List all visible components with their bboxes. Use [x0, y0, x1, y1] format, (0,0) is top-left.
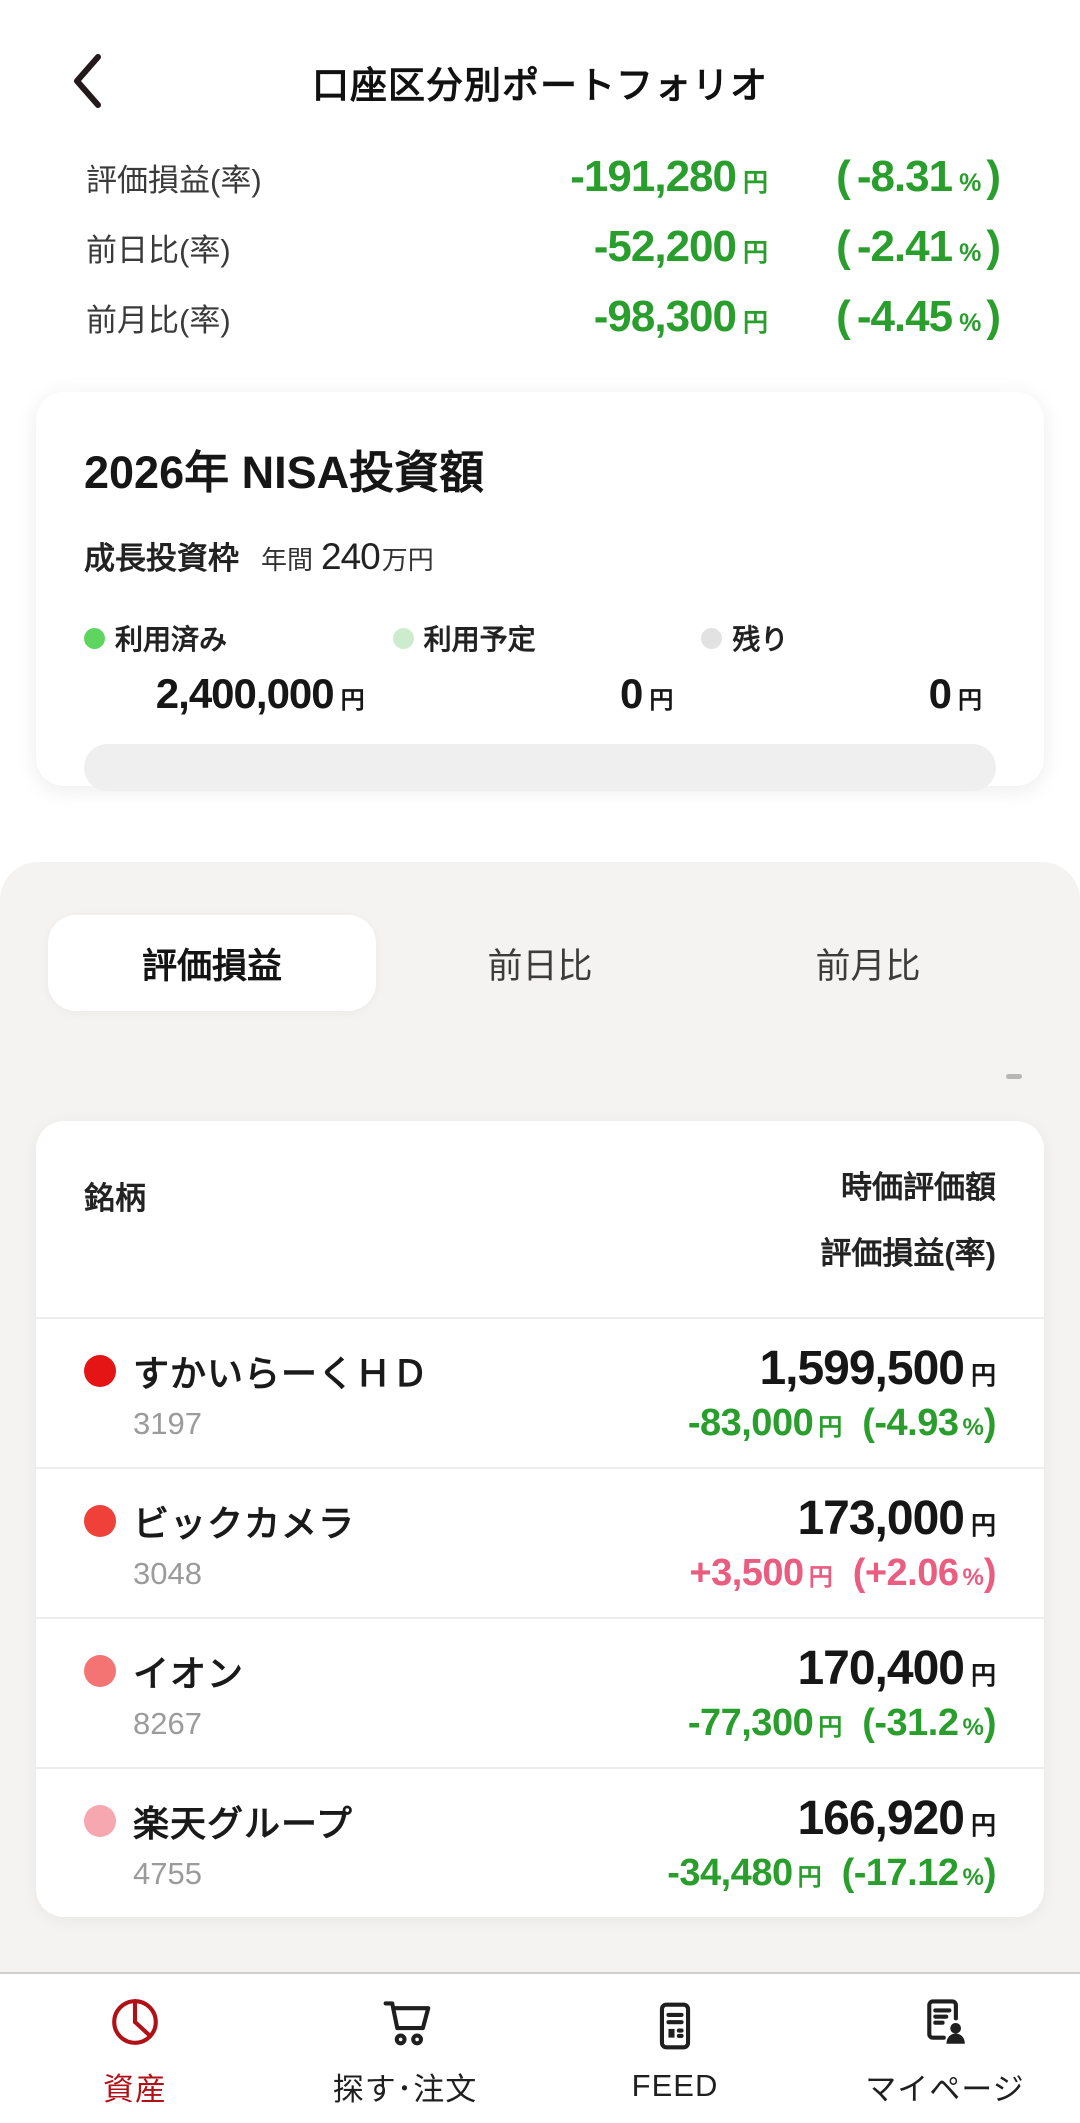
pl-value: -34,480 円 (-17.12%): [667, 1852, 996, 1894]
weight-dot-icon: [84, 1804, 116, 1837]
holdings-table: 銘柄 時価評価額 評価損益(率) すかいらーくＨＤ 3197 1,599,500…: [36, 1121, 1044, 1917]
table-header: 銘柄 時価評価額 評価損益(率): [36, 1121, 1044, 1317]
pl-value: +3,500 円 (+2.06%): [689, 1552, 996, 1594]
page-title: 口座区分別ポートフォリオ: [312, 65, 768, 106]
usage-progress-fill: [84, 744, 996, 791]
stock-code: 3048: [133, 1555, 202, 1591]
stock-name: ビックカメラ: [133, 1502, 356, 1544]
header: 口座区分別ポートフォリオ: [0, 44, 1080, 120]
stock-name: すかいらーくＨＤ: [133, 1352, 430, 1394]
stock-name: イオン: [133, 1652, 245, 1694]
summary-amount: -98,300 円: [593, 292, 768, 341]
column-stock: 銘柄: [84, 1181, 146, 1216]
back-button[interactable]: [62, 50, 114, 114]
divider: [36, 1617, 1044, 1619]
used-dot-icon: [84, 627, 105, 649]
table-row[interactable]: イオン 8267 170,400 円 -77,300 円 (-31.2%): [36, 1619, 1044, 1767]
nav-label: マイページ: [865, 2071, 1025, 2107]
weight-dot-icon: [84, 1354, 116, 1387]
nav-label: 資産: [103, 2071, 167, 2107]
scrollbar-indicator: [1006, 1074, 1022, 1079]
chevron-left-icon: [68, 52, 108, 113]
legend-col-used: 利用済み 2,400,000 円: [84, 618, 379, 718]
summary-label: 評価損益(率): [86, 162, 262, 198]
metric-tabs: 評価損益 前日比 前月比: [48, 915, 1032, 1011]
market-value: 1,599,500 円: [759, 1342, 996, 1395]
nisa-card-title: 2026年 NISA投資額: [84, 447, 485, 498]
stock-code: 4755: [133, 1855, 202, 1891]
cart-icon: [376, 1993, 434, 2056]
summary-amount: -52,200 円: [593, 222, 768, 271]
tab-month-change[interactable]: 前月比: [815, 946, 921, 986]
nav-label: FEED: [631, 2068, 719, 2103]
stock-name: 楽天グループ: [133, 1802, 353, 1844]
table-row[interactable]: ビックカメラ 3048 173,000 円 +3,500 円 (+2.06%): [36, 1469, 1044, 1617]
nisa-frame-row: 成長投資枠 年間 240 万円: [84, 533, 996, 578]
nav-label: 探す･注文: [332, 2071, 478, 2107]
stock-code: 3197: [133, 1405, 202, 1441]
summary-row: 前日比(率) -52,200 円 (-2.41%): [86, 212, 1001, 282]
used-amount: 2,400,000 円: [155, 670, 365, 717]
nav-item-feed[interactable]: FEED: [540, 1974, 810, 2123]
summary-row: 前月比(率) -98,300 円 (-4.45%): [86, 282, 1001, 352]
column-market-value: 時価評価額: [841, 1170, 996, 1205]
divider: [36, 1767, 1044, 1769]
table-row[interactable]: 楽天グループ 4755 166,920 円 -34,480 円 (-17.12%): [36, 1769, 1044, 1917]
divider: [36, 1317, 1044, 1319]
usage-progress-bar: [84, 744, 996, 791]
weight-dot-icon: [84, 1654, 116, 1687]
nav-item-assets[interactable]: 資産: [0, 1974, 270, 2123]
annual-limit-unit: 万円: [381, 545, 434, 575]
remaining-dot-icon: [701, 627, 723, 649]
market-value: 166,920 円: [797, 1792, 996, 1845]
tab-day-change[interactable]: 前日比: [487, 946, 593, 986]
summary-percent: (-8.31%): [836, 152, 1001, 201]
mypage-icon: [916, 1993, 974, 2056]
summary-row: 評価損益(率) -191,280 円 (-8.31%): [86, 142, 1001, 212]
tab-valuation-pl[interactable]: 評価損益: [48, 915, 376, 1011]
market-value: 170,400 円: [797, 1642, 996, 1695]
pl-value: -83,000 円 (-4.93%): [687, 1402, 997, 1444]
pl-value: -77,300 円 (-31.2%): [687, 1702, 997, 1744]
holdings-section: 評価損益 前日比 前月比 銘柄 時価評価額 評価損益(率) すかいらーくＨＤ 3…: [0, 862, 1080, 1972]
annual-label: 年間: [261, 545, 314, 575]
weight-dot-icon: [84, 1504, 116, 1537]
divider: [36, 1467, 1044, 1469]
stock-code: 8267: [133, 1705, 202, 1741]
growth-frame-label: 成長投資枠: [84, 541, 239, 576]
nav-item-search-order[interactable]: 探す･注文: [270, 1974, 540, 2123]
table-row[interactable]: すかいらーくＨＤ 3197 1,599,500 円 -83,000 円 (-4.93%…: [36, 1319, 1044, 1467]
summary-panel: 評価損益(率) -191,280 円 (-8.31%) 前日比(率) -52,20…: [0, 142, 1080, 352]
summary-label: 前日比(率): [86, 232, 231, 268]
nisa-investment-card: 2026年 NISA投資額 成長投資枠 年間 240 万円 利用済み 2,400…: [36, 392, 1044, 791]
nav-item-mypage[interactable]: マイページ: [810, 1974, 1080, 2123]
summary-label: 前月比(率): [86, 302, 231, 338]
pie-chart-icon: [106, 1993, 164, 2056]
bottom-nav: 資産 探す･注文 FEED: [0, 1972, 1080, 2123]
feed-icon: [646, 1997, 704, 2060]
market-value: 173,000 円: [797, 1492, 996, 1545]
summary-percent: (-2.41%): [836, 222, 1001, 271]
column-values: 時価評価額 評価損益(率): [820, 1169, 996, 1273]
planned-dot-icon: [392, 627, 414, 649]
summary-amount: -191,280 円: [570, 152, 768, 201]
column-pl: 評価損益(率): [820, 1236, 996, 1271]
summary-percent: (-4.45%): [836, 292, 1001, 341]
annual-limit-value: 240: [321, 536, 381, 577]
